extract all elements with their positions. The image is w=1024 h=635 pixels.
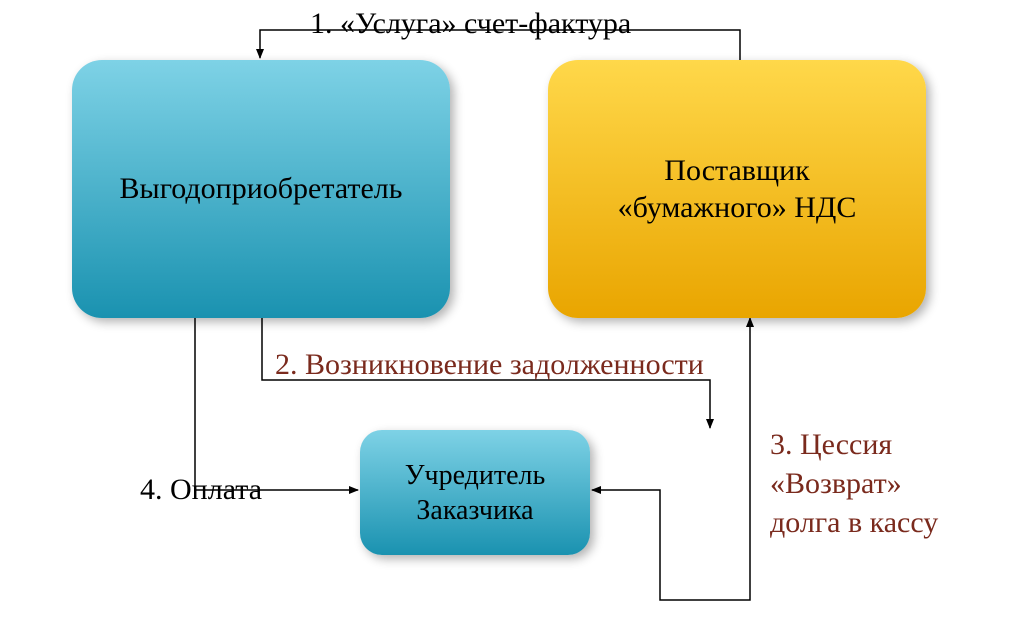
edge-e4b [592,490,750,600]
edge-e4a [195,318,358,490]
node-founder: Учредитель Заказчика [360,430,590,555]
label-l1: 1. «Услуга» счет-фактура [310,4,631,43]
node-beneficiary: Выгодоприобретатель [72,60,450,318]
label-l2: 2. Возникновение задолженности [275,345,704,384]
node-supplier-label: Поставщик «бумажного» НДС [608,152,867,227]
node-founder-label: Учредитель Заказчика [395,458,556,528]
node-supplier: Поставщик «бумажного» НДС [548,60,926,318]
label-l4: 4. Оплата [140,470,262,509]
node-beneficiary-label: Выгодоприобретатель [110,170,413,208]
label-l3: 3. Цессия «Возврат» долга в кассу [770,425,938,542]
